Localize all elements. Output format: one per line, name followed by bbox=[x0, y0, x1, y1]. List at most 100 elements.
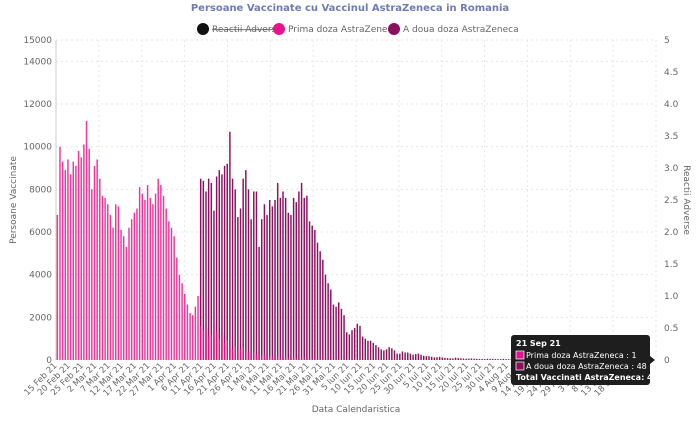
bar-dose2[interactable] bbox=[324, 274, 327, 360]
bar-dose1[interactable] bbox=[117, 206, 120, 360]
bar-dose2[interactable] bbox=[311, 225, 313, 360]
bar-dose2[interactable] bbox=[338, 302, 340, 360]
bar-dose1[interactable] bbox=[104, 197, 106, 360]
bar-dose2[interactable] bbox=[393, 350, 396, 360]
bar-dose2[interactable] bbox=[303, 197, 305, 360]
bar-dose2[interactable] bbox=[433, 357, 436, 360]
bar-dose1[interactable] bbox=[91, 189, 93, 360]
bar-dose2[interactable] bbox=[327, 283, 329, 360]
bar-dose2[interactable] bbox=[253, 191, 255, 360]
bar-dose1[interactable] bbox=[284, 357, 287, 360]
bar-dose2[interactable] bbox=[478, 358, 481, 360]
bar-dose2[interactable] bbox=[441, 357, 444, 360]
bar-dose2[interactable] bbox=[223, 165, 226, 360]
bar-dose1[interactable] bbox=[189, 313, 191, 360]
bar-dose1[interactable] bbox=[194, 306, 197, 360]
bar-dose2[interactable] bbox=[462, 358, 465, 360]
bar-dose1[interactable] bbox=[343, 359, 345, 360]
bar-dose2[interactable] bbox=[497, 359, 499, 360]
bar-dose2[interactable] bbox=[237, 217, 239, 360]
bar-dose2[interactable] bbox=[412, 354, 414, 360]
bar-dose1[interactable] bbox=[253, 352, 255, 360]
bar-dose2[interactable] bbox=[380, 349, 382, 360]
bar-dose2[interactable] bbox=[213, 210, 215, 360]
bar-dose2[interactable] bbox=[367, 340, 369, 360]
bar-dose2[interactable] bbox=[276, 182, 279, 360]
bar-dose2[interactable] bbox=[499, 359, 502, 360]
bar-dose2[interactable] bbox=[234, 189, 236, 360]
bar-dose2[interactable] bbox=[284, 197, 287, 360]
bar-dose2[interactable] bbox=[375, 345, 377, 360]
bar-dose2[interactable] bbox=[359, 325, 361, 360]
bar-dose2[interactable] bbox=[266, 214, 268, 360]
bar-dose1[interactable] bbox=[191, 315, 194, 360]
bar-dose1[interactable] bbox=[181, 283, 183, 360]
bar-dose1[interactable] bbox=[146, 185, 149, 360]
bar-dose1[interactable] bbox=[221, 334, 223, 360]
bar-dose2[interactable] bbox=[428, 356, 430, 360]
legend-marker-2[interactable] bbox=[388, 23, 400, 35]
bar-dose2[interactable] bbox=[404, 352, 406, 360]
bar-dose1[interactable] bbox=[271, 356, 274, 360]
bar-dose2[interactable] bbox=[436, 357, 438, 360]
bar-dose1[interactable] bbox=[255, 354, 258, 360]
bar-dose2[interactable] bbox=[484, 359, 486, 360]
bar-dose2[interactable] bbox=[226, 163, 228, 360]
bar-dose1[interactable] bbox=[162, 195, 165, 360]
bar-dose2[interactable] bbox=[409, 353, 412, 360]
bar-dose2[interactable] bbox=[369, 340, 372, 360]
bar-dose2[interactable] bbox=[372, 342, 374, 360]
bar-dose1[interactable] bbox=[234, 347, 236, 360]
bar-dose2[interactable] bbox=[494, 359, 497, 360]
bar-dose2[interactable] bbox=[239, 208, 242, 360]
bar-dose1[interactable] bbox=[115, 204, 117, 360]
bar-dose1[interactable] bbox=[157, 178, 159, 360]
bar-dose2[interactable] bbox=[271, 206, 274, 360]
bar-dose2[interactable] bbox=[202, 180, 205, 360]
bar-dose1[interactable] bbox=[176, 257, 178, 360]
bar-dose2[interactable] bbox=[300, 182, 303, 360]
bar-dose2[interactable] bbox=[399, 353, 401, 360]
bar-dose1[interactable] bbox=[258, 354, 260, 360]
bar-dose2[interactable] bbox=[502, 358, 505, 360]
bar-dose2[interactable] bbox=[449, 358, 451, 360]
bar-dose2[interactable] bbox=[407, 352, 409, 360]
bar-dose1[interactable] bbox=[56, 214, 59, 360]
bar-dose1[interactable] bbox=[226, 340, 228, 360]
bar-dose1[interactable] bbox=[311, 358, 313, 360]
bar-dose2[interactable] bbox=[345, 332, 348, 360]
bar-dose2[interactable] bbox=[351, 330, 353, 360]
bar-dose1[interactable] bbox=[109, 214, 112, 360]
bar-dose1[interactable] bbox=[136, 208, 138, 360]
bar-dose1[interactable] bbox=[101, 195, 104, 360]
bar-dose1[interactable] bbox=[213, 323, 215, 360]
bar-dose1[interactable] bbox=[72, 161, 74, 360]
bar-dose1[interactable] bbox=[319, 359, 321, 360]
bar-dose1[interactable] bbox=[96, 159, 98, 360]
bar-dose1[interactable] bbox=[210, 334, 213, 360]
bar-dose2[interactable] bbox=[258, 246, 260, 360]
bar-dose2[interactable] bbox=[507, 359, 510, 360]
bar-dose1[interactable] bbox=[274, 356, 276, 360]
bar-dose1[interactable] bbox=[64, 170, 67, 360]
bar-dose1[interactable] bbox=[69, 174, 72, 360]
bar-dose1[interactable] bbox=[173, 236, 175, 360]
bar-dose1[interactable] bbox=[59, 146, 61, 360]
bar-dose1[interactable] bbox=[287, 357, 290, 360]
bar-dose2[interactable] bbox=[460, 358, 462, 360]
bar-dose2[interactable] bbox=[425, 356, 428, 360]
legend-marker-1[interactable] bbox=[273, 23, 285, 35]
bar-dose2[interactable] bbox=[255, 191, 258, 360]
bar-dose1[interactable] bbox=[83, 144, 85, 360]
bar-dose1[interactable] bbox=[314, 358, 316, 360]
bar-dose1[interactable] bbox=[205, 328, 207, 360]
bar-dose2[interactable] bbox=[489, 358, 491, 360]
bar-dose2[interactable] bbox=[468, 358, 470, 360]
bar-dose1[interactable] bbox=[99, 178, 101, 360]
bar-dose2[interactable] bbox=[396, 353, 398, 360]
bar-dose1[interactable] bbox=[144, 200, 146, 360]
bar-dose2[interactable] bbox=[343, 315, 345, 360]
bar-dose2[interactable] bbox=[306, 195, 308, 360]
bar-dose1[interactable] bbox=[165, 208, 167, 360]
bar-dose2[interactable] bbox=[263, 204, 266, 360]
